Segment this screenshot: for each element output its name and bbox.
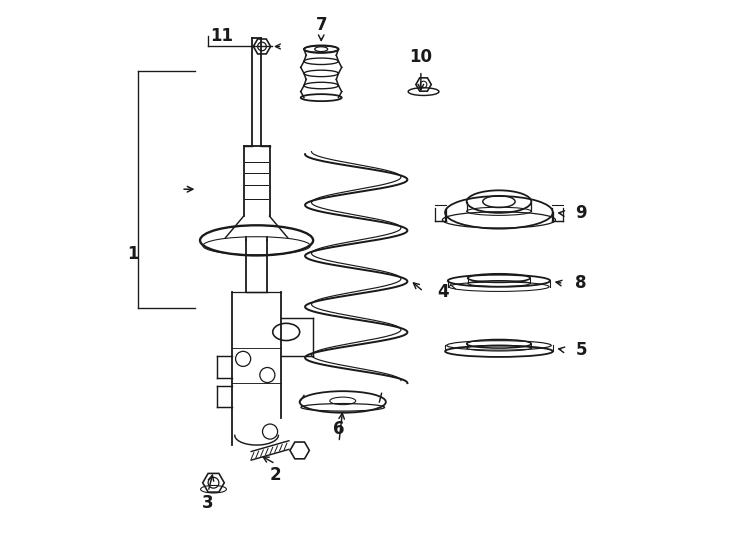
Text: 7: 7 [316, 16, 327, 34]
Text: 2: 2 [269, 465, 281, 484]
Text: 6: 6 [333, 420, 345, 438]
Text: 1: 1 [127, 245, 139, 263]
Text: 8: 8 [575, 274, 587, 293]
Text: 3: 3 [203, 494, 214, 512]
Text: 9: 9 [575, 205, 587, 222]
Text: 11: 11 [210, 26, 233, 45]
Text: 5: 5 [575, 341, 587, 359]
Text: 10: 10 [410, 48, 432, 66]
Text: 4: 4 [437, 282, 448, 301]
